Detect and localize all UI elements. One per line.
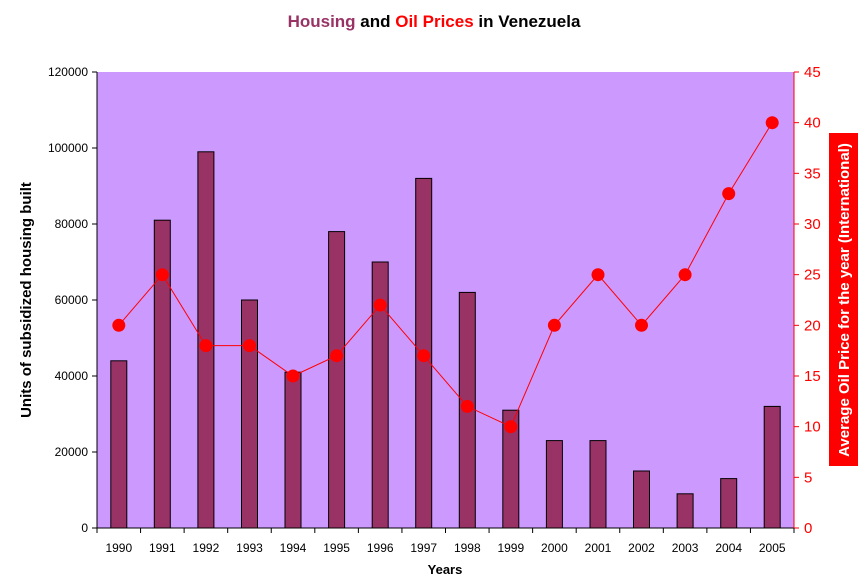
y2-tick-label: 35 [804, 165, 821, 182]
y-tick-label: 100000 [48, 141, 88, 155]
x-tick-label: 1995 [323, 541, 350, 555]
x-tick-label: 1994 [280, 541, 307, 555]
x-tick-label: 2002 [628, 541, 655, 555]
y2-tick-label: 30 [804, 216, 821, 233]
x-tick-label: 1992 [193, 541, 220, 555]
y2-tick-label: 25 [804, 267, 821, 284]
bar-1990 [110, 360, 128, 529]
oil-price-point-1991 [155, 268, 169, 282]
bar-2000 [545, 440, 563, 529]
x-tick-label: 2001 [585, 541, 612, 555]
y-tick-label: 60000 [55, 293, 89, 307]
title-part: and [356, 12, 396, 31]
x-tick-label: 2000 [541, 541, 568, 555]
oil-price-point-1993 [243, 339, 256, 353]
x-tick-label: 1996 [367, 541, 394, 555]
x-tick-label: 1990 [105, 541, 132, 555]
y2-tick-label: 0 [804, 520, 812, 537]
title-part: in Venezuela [474, 12, 581, 31]
x-tick-label: 1999 [497, 541, 524, 555]
x-tick-label: 1998 [454, 541, 481, 555]
oil-price-point-1995 [330, 349, 344, 363]
bar-1991 [153, 219, 171, 529]
oil-price-point-2004 [722, 187, 736, 201]
bar-2004 [720, 478, 738, 529]
oil-price-line [118, 122, 773, 428]
oil-price-point-1994 [286, 369, 300, 383]
bar-1993 [241, 299, 258, 529]
y2-tick-label: 40 [804, 115, 821, 132]
oil-price-point-1992 [199, 339, 213, 353]
x-tick-label: 2003 [672, 541, 699, 555]
y2-tick-label: 45 [804, 64, 821, 81]
y2-tick-label: 10 [804, 419, 821, 436]
x-tick-label: 1997 [410, 541, 437, 555]
y2-tick-label: 5 [804, 469, 812, 486]
y-tick-label: 20000 [55, 445, 89, 459]
oil-price-point-1999 [504, 420, 518, 434]
line-layer [112, 116, 779, 434]
bar-2001 [589, 440, 607, 529]
oil-price-point-2001 [591, 268, 605, 282]
y-tick-label: 40000 [55, 369, 89, 383]
oil-price-point-2005 [765, 116, 779, 130]
title-part: Oil Prices [395, 12, 473, 31]
y-axis-label: Units of subsidized housing built [18, 182, 35, 418]
bar-2002 [633, 470, 650, 529]
oil-price-point-1996 [373, 298, 387, 312]
bars-layer [110, 151, 781, 529]
y-tick-label: 0 [81, 521, 88, 535]
x-tick-label: 1993 [236, 541, 263, 555]
x-tick-label: 2004 [715, 541, 742, 555]
oil-price-point-1997 [417, 349, 431, 363]
y2-axis-label: Average Oil Price for the year (Internat… [836, 143, 853, 457]
axes-layer: 0 20000 40000 60000 80000 100000 120000 0 5 10 15 2… [48, 64, 821, 555]
bar-2005 [763, 405, 781, 529]
y2-axis-label-background [829, 133, 858, 466]
x-tick-label: 2005 [759, 541, 786, 555]
oil-price-point-1998 [460, 399, 474, 413]
oil-price-point-2000 [547, 318, 561, 332]
y-tick-label: 80000 [55, 217, 89, 231]
x-tick-label: 1991 [149, 541, 176, 555]
y2-tick-label: 15 [804, 368, 821, 385]
y2-tick-label: 20 [804, 317, 821, 334]
oil-price-point-2002 [635, 318, 648, 332]
bar-1995 [328, 231, 346, 529]
oil-price-point-2003 [678, 268, 692, 282]
y-tick-label: 120000 [48, 65, 88, 79]
x-axis-label: Years [428, 562, 463, 577]
bar-1994 [284, 371, 302, 529]
title-part: Housing [288, 12, 356, 31]
chart-title: Housing and Oil Prices in Venezuela [288, 12, 581, 31]
oil-price-point-1990 [112, 318, 126, 332]
bar-2003 [676, 493, 694, 529]
